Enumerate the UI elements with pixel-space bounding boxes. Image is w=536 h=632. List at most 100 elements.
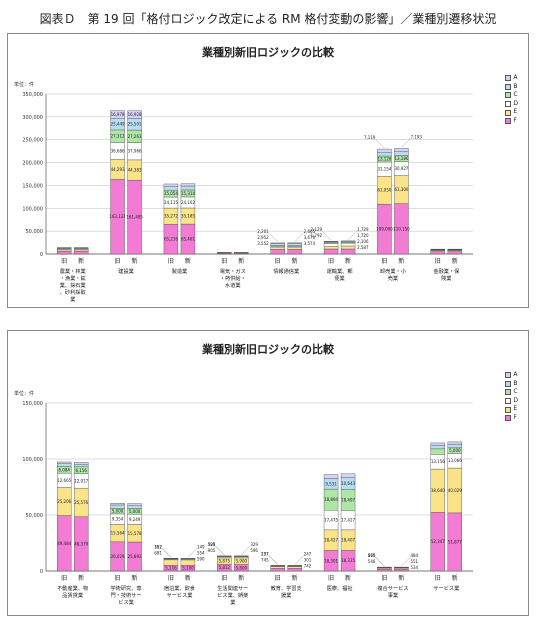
segment-value-label: 44,293: [111, 167, 125, 172]
segment-value-label: 5,812: [219, 565, 231, 570]
legend-label: F: [513, 413, 517, 421]
bar-segment-a: [323, 474, 339, 479]
bar-segment-b: [377, 152, 392, 157]
segment-value-label: 36,686: [111, 148, 125, 153]
segment-value-label: 18,325: [341, 558, 355, 563]
callout-label: 560: [368, 553, 376, 558]
bar-segment-e: [287, 566, 302, 569]
bar-old-new-label: 旧: [61, 258, 67, 265]
segment-value-label: 5,000: [129, 509, 141, 514]
legend-swatch: [505, 398, 512, 405]
bar-segment-a: [447, 441, 463, 445]
bar-segment-a: [110, 503, 125, 506]
legend-item: E: [505, 108, 518, 117]
y-tick-label: 350,000: [22, 92, 43, 98]
segment-value-label: 18,407: [341, 538, 355, 543]
bar-segment-a: [163, 183, 179, 187]
segment-value-label: 15,564: [111, 531, 125, 536]
bar-segment-e: [163, 559, 179, 566]
bar-segment-a: [127, 110, 142, 119]
bar-old-new-label: 新: [452, 574, 458, 582]
category-label: 品賃貸業: [62, 591, 83, 599]
category-label: 険業: [441, 274, 451, 282]
segment-value-label: 37,966: [128, 149, 142, 154]
category-label: 学術研究、専: [110, 584, 141, 592]
callout-label: 277: [261, 551, 269, 556]
category-label: ・熱供給・: [220, 274, 246, 282]
callout-leader-line: [268, 232, 278, 243]
y-tick-label: 250,000: [22, 138, 43, 144]
chart-title: 業種別新旧ロジックの比較: [201, 45, 335, 59]
segment-value-label: 5,900: [236, 559, 248, 564]
category-label: ビス業: [118, 598, 134, 606]
segment-value-label: 110,150: [393, 226, 410, 231]
bar-segment-e: [323, 246, 339, 250]
callout-leader-line: [375, 138, 385, 149]
segment-value-label: 5,800: [236, 565, 248, 570]
segment-value-label: 40,029: [448, 488, 462, 493]
category-label: 業、採石業: [60, 281, 86, 289]
legend-label: E: [513, 108, 518, 116]
bar-segment-b: [287, 243, 302, 246]
bar-segment-b: [180, 185, 196, 191]
bar-segment-f: [287, 567, 302, 572]
bar-old-new-label: 新: [345, 574, 351, 582]
legend-item: F: [505, 414, 518, 423]
segment-value-label: 30,927: [394, 166, 408, 171]
category-label: 売業: [388, 274, 398, 282]
bar-old-new-label: 新: [132, 257, 138, 265]
segment-value-label: 44,383: [128, 168, 142, 173]
callout-label: 484: [410, 553, 418, 558]
callout-label: 2,201: [257, 229, 269, 234]
callout-label: 590: [197, 556, 205, 561]
legend-swatch: [505, 92, 512, 99]
category-label: 門・技術サー: [110, 591, 141, 599]
bar-old-new-label: 旧: [275, 575, 281, 582]
legend-swatch: [505, 380, 512, 387]
bar-segment-f: [73, 251, 89, 255]
segment-value-label: 5,875: [219, 559, 231, 564]
callout-label: 551: [410, 559, 418, 564]
segment-value-label: 18,497: [341, 497, 355, 502]
callout-label: 3,574: [304, 241, 316, 246]
y-tick-label: 50,000: [26, 513, 44, 519]
legend-label: F: [513, 116, 517, 124]
segment-value-label: 52,347: [431, 539, 445, 544]
bar-segment-a: [340, 473, 356, 478]
category-label: サービス業: [166, 591, 192, 599]
legend-label: B: [513, 379, 518, 387]
category-label: 農業・林業: [60, 267, 86, 275]
bar-segment-a: [110, 110, 125, 119]
bar-segment-f: [323, 248, 339, 255]
category-label: 事業: [388, 591, 398, 599]
segment-value-label: 12,665: [57, 478, 71, 483]
callout-label: 905: [208, 548, 216, 553]
legend-swatch: [505, 118, 512, 125]
callout-leader-line: [375, 556, 385, 567]
segment-value-label: 18,894: [324, 497, 338, 502]
bar-old-new-label: 新: [78, 574, 84, 582]
segment-value-label: 13,066: [448, 458, 462, 463]
segment-value-label: 13,128: [377, 157, 391, 162]
callout-label: 301: [304, 557, 312, 562]
callout-label: 1,729: [357, 227, 369, 232]
segment-value-label: 35,272: [164, 214, 178, 219]
segment-value-label: 5,000: [449, 448, 461, 453]
legend-label: D: [513, 99, 518, 107]
segment-value-label: 17,427: [341, 518, 355, 523]
segment-value-label: 16,978: [111, 112, 125, 117]
bar-segment-f: [377, 569, 392, 572]
bar-segment-b: [447, 443, 463, 449]
callout-label: 152: [154, 544, 162, 549]
callout-leader-line: [401, 556, 411, 567]
segment-value-label: 6,084: [58, 467, 70, 472]
callout-label: 325: [208, 542, 216, 547]
category-label: 複合サービス: [377, 584, 408, 592]
category-label: 電気・ガス: [220, 267, 246, 275]
bar-segment-f: [340, 248, 356, 255]
segment-value-label: 12,917: [74, 478, 88, 483]
callout-label: 742: [304, 563, 312, 568]
callout-label: 2,952: [257, 235, 269, 240]
segment-value-label: 5,000: [112, 509, 124, 514]
